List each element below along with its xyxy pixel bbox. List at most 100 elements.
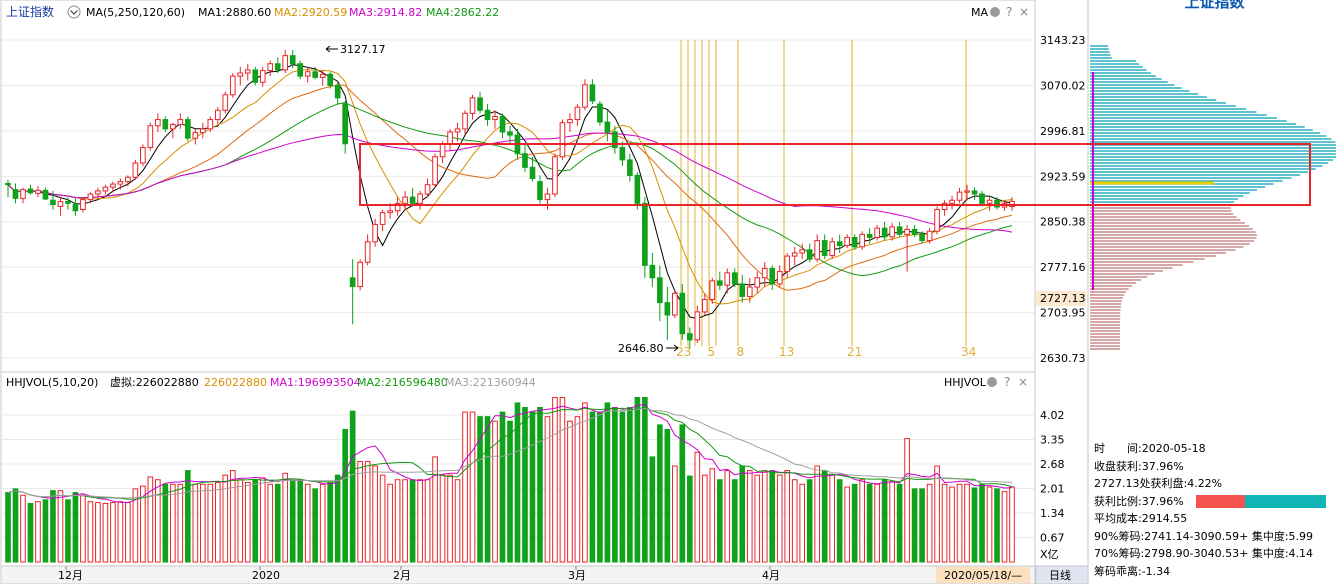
- help-icon[interactable]: ?: [1006, 5, 1012, 19]
- volume-bar: [851, 483, 858, 563]
- candle-body: [836, 241, 843, 247]
- candle-body: [80, 199, 86, 211]
- candle-body: [155, 119, 161, 127]
- volume-bar: [95, 502, 101, 563]
- dropdown-icon[interactable]: [67, 5, 81, 19]
- period-tab[interactable]: [1035, 565, 1089, 584]
- volume-bar: [552, 396, 558, 563]
- period-label[interactable]: 日线: [1049, 568, 1071, 582]
- current-price-box: [1036, 291, 1086, 306]
- ma4-value: MA4:2862.22: [426, 6, 499, 19]
- ma-tag[interactable]: MA: [971, 6, 988, 19]
- help-icon[interactable]: ?: [1004, 375, 1010, 389]
- candle-body: [57, 200, 64, 207]
- volume-bar: [709, 468, 716, 563]
- volume-bar: [259, 477, 266, 563]
- volume-bar: [282, 472, 289, 563]
- volume-bar: [679, 424, 686, 563]
- gear-icon[interactable]: [990, 7, 1000, 17]
- candle-body: [140, 146, 146, 164]
- candle-body: [125, 176, 131, 183]
- candle-body: [791, 252, 798, 257]
- index-name[interactable]: 上证指数: [6, 4, 54, 19]
- time-axis-labels: 12月 2020 2月 3月 4月: [58, 566, 780, 582]
- candle-body: [199, 128, 206, 134]
- candle-body: [934, 209, 940, 232]
- volume-bar: [814, 465, 821, 563]
- volume-bar: [589, 411, 596, 563]
- candle-body: [889, 226, 895, 238]
- time-axis-bar: [0, 565, 1036, 584]
- price-tick-label: 3070.02: [1040, 79, 1086, 92]
- volume-bar: [619, 411, 626, 563]
- close-icon[interactable]: ×: [1018, 375, 1028, 389]
- volume-bar: [402, 479, 408, 563]
- candle-body: [851, 236, 858, 248]
- candle-body: [746, 286, 753, 297]
- volume-bar: [125, 502, 131, 563]
- candle-body: [349, 277, 356, 287]
- main-panel-frame: [0, 0, 1036, 373]
- volume-bar: [349, 410, 356, 563]
- candle-body: [87, 193, 94, 201]
- candle-body: [941, 202, 948, 211]
- volume-bar: [904, 438, 910, 563]
- volume-bar: [199, 483, 206, 563]
- volume-bar: [462, 411, 468, 563]
- candle-body: [484, 109, 491, 121]
- candle-body: [604, 121, 611, 133]
- volume-bar: [312, 488, 319, 563]
- volume-bar: [132, 488, 139, 563]
- volume-bar: [926, 483, 933, 563]
- candle-body: [372, 223, 378, 243]
- candle-body: [589, 84, 596, 102]
- candle-body: [634, 174, 641, 204]
- volume-bar: [859, 479, 865, 563]
- volume-bar: [184, 470, 191, 563]
- volume-bar: [65, 499, 71, 563]
- volume-bar: [454, 479, 461, 563]
- candle-body: [619, 146, 626, 161]
- price-tick-label: 2703.95: [1040, 307, 1086, 320]
- candle-body: [627, 159, 633, 176]
- volume-bar: [761, 470, 768, 563]
- candle-body: [994, 199, 1000, 208]
- volume-bar: [874, 483, 880, 563]
- candle-body: [979, 193, 985, 204]
- volume-bar: [866, 483, 873, 563]
- candle-body: [874, 227, 880, 238]
- volume-bar: [1001, 491, 1008, 563]
- current-price: 2727.13: [1040, 292, 1086, 305]
- volume-bar: [177, 483, 184, 563]
- candle-body: [724, 272, 731, 286]
- volume-bar: [80, 494, 86, 563]
- candle-body: [986, 199, 993, 204]
- vol-tag[interactable]: HHJVOL: [944, 376, 987, 389]
- candle-body: [881, 227, 888, 238]
- low-annotation: 2646.80: [618, 342, 679, 355]
- highlight-box: [359, 143, 1311, 206]
- volume-bar: [686, 475, 693, 563]
- volume-bar: [627, 407, 633, 563]
- volume-tick-label: 0.67: [1040, 532, 1065, 545]
- volume-ma-line: [7, 407, 1013, 499]
- volume-bar: [477, 416, 483, 563]
- candle-body: [95, 190, 101, 195]
- volume-bar: [544, 416, 551, 563]
- volume-bar: [769, 470, 776, 563]
- candle-body: [20, 189, 26, 199]
- close-icon[interactable]: ×: [1019, 5, 1029, 19]
- candle-body: [582, 84, 588, 108]
- gear-icon[interactable]: [987, 377, 997, 387]
- candle-body: [761, 267, 768, 279]
- date-box: [936, 567, 1030, 583]
- volume-bar: [244, 481, 251, 563]
- volume-bar: [1009, 486, 1015, 563]
- candle-body: [859, 233, 865, 248]
- candle-body: [649, 264, 656, 279]
- volume-bar: [110, 502, 116, 563]
- fibonacci-lines: 23 5 8 13 21 34: [676, 40, 976, 359]
- volume-bar: [297, 479, 304, 563]
- candle-body: [866, 233, 873, 238]
- volume-bar: [319, 483, 326, 563]
